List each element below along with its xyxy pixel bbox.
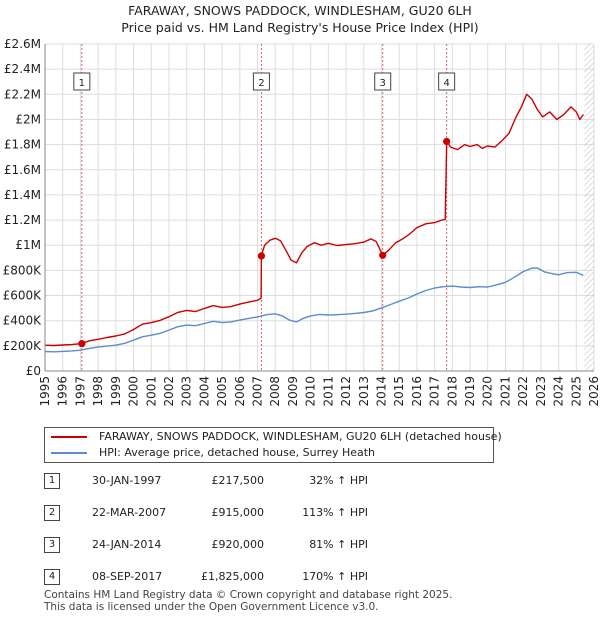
sale-hpi-change: 170% ↑ HPI bbox=[302, 570, 368, 583]
hpi-series-line bbox=[44, 267, 584, 353]
legend-swatch-hpi bbox=[51, 452, 87, 454]
legend-label-hpi: HPI: Average price, detached house, Surr… bbox=[99, 446, 376, 459]
x-tick-label: 2016 bbox=[410, 376, 424, 407]
x-tick-label: 2023 bbox=[534, 376, 548, 407]
sale-marker-label: 2 bbox=[258, 78, 264, 89]
property-series-line bbox=[44, 93, 584, 347]
sale-marker-label: 1 bbox=[79, 78, 85, 89]
x-tick-label: 2010 bbox=[304, 376, 318, 407]
sale-hpi-change: 32% ↑ HPI bbox=[309, 474, 368, 487]
y-tick-label: £600K bbox=[3, 289, 43, 303]
x-tick-label: 2008 bbox=[268, 376, 282, 407]
table-row: 3 24-JAN-2014 £920,000 81% ↑ HPI bbox=[0, 534, 600, 556]
x-tick-label: 2026 bbox=[587, 376, 600, 407]
x-tick-label: 1999 bbox=[109, 376, 123, 407]
table-row: 4 08-SEP-2017 £1,825,000 170% ↑ HPI bbox=[0, 566, 600, 588]
chart-title-line1: FARAWAY, SNOWS PADDOCK, WINDLESHAM, GU20… bbox=[128, 3, 472, 18]
y-tick-label: £0 bbox=[26, 364, 41, 378]
sale-point bbox=[257, 252, 266, 260]
sale-date: 08-SEP-2017 bbox=[92, 570, 163, 583]
sale-price: £217,500 bbox=[211, 474, 265, 487]
x-tick-label: 2001 bbox=[144, 376, 158, 407]
y-tick-label: £400K bbox=[3, 314, 43, 328]
y-tick-label: £2M bbox=[15, 112, 41, 126]
sale-marker-box bbox=[438, 72, 456, 91]
x-tick-label: 2014 bbox=[374, 376, 388, 407]
x-tick-label: 2018 bbox=[445, 376, 459, 407]
sale-date: 22-MAR-2007 bbox=[92, 506, 167, 519]
forecast-hatch bbox=[584, 44, 594, 371]
price-chart: 1 2 3 4 £0 £200K £400K £600K £800K £1M £1.2M £1.4M… bbox=[3, 37, 600, 407]
sale-marker-label: 4 bbox=[443, 78, 449, 89]
x-tick-label: 2017 bbox=[428, 376, 442, 407]
sale-hpi-change: 113% ↑ HPI bbox=[302, 506, 368, 519]
sale-price: £915,000 bbox=[211, 506, 265, 519]
x-tick-label: 2007 bbox=[251, 376, 265, 407]
sale-number-badge: 1 bbox=[44, 473, 60, 489]
sale-number-badge: 3 bbox=[44, 537, 60, 553]
x-tick-label: 2019 bbox=[463, 376, 477, 407]
sale-marker-box bbox=[374, 72, 392, 91]
footer-copyright: Contains HM Land Registry data © Crown c… bbox=[44, 589, 453, 601]
x-tick-label: 1998 bbox=[91, 376, 105, 407]
y-tick-label: £1.6M bbox=[4, 163, 41, 177]
x-tick-label: 2009 bbox=[286, 376, 300, 407]
y-tick-label: £2.2M bbox=[4, 87, 41, 101]
x-tick-label: 2013 bbox=[357, 376, 371, 407]
y-tick-label: £1.4M bbox=[4, 188, 41, 202]
y-tick-label: £2.4M bbox=[4, 62, 41, 76]
sale-number-badge: 2 bbox=[44, 505, 60, 521]
sale-price: £920,000 bbox=[211, 538, 265, 551]
x-tick-label: 2015 bbox=[392, 376, 406, 407]
table-row: 1 30-JAN-1997 £217,500 32% ↑ HPI bbox=[0, 470, 600, 492]
sale-point bbox=[78, 340, 86, 348]
legend: FARAWAY, SNOWS PADDOCK, WINDLESHAM, GU20… bbox=[44, 427, 502, 463]
footer: Contains HM Land Registry data © Crown c… bbox=[44, 589, 452, 613]
table-row: 2 22-MAR-2007 £915,000 113% ↑ HPI bbox=[0, 502, 600, 524]
y-tick-label: £2.6M bbox=[4, 37, 41, 51]
sale-marker-label: 3 bbox=[380, 78, 386, 89]
y-tick-label: £1M bbox=[15, 238, 41, 252]
y-tick-label: £1.2M bbox=[4, 213, 41, 227]
sale-date: 24-JAN-2014 bbox=[92, 538, 162, 551]
x-tick-label: 2011 bbox=[321, 376, 335, 407]
sale-point bbox=[379, 251, 387, 259]
x-tick-label: 1995 bbox=[38, 376, 52, 407]
chart-title: FARAWAY, SNOWS PADDOCK, WINDLESHAM, GU20… bbox=[0, 2, 600, 36]
x-tick-label: 2012 bbox=[339, 376, 353, 407]
chart-title-line2: Price paid vs. HM Land Registry's House … bbox=[121, 20, 479, 35]
sale-date: 30-JAN-1997 bbox=[92, 474, 162, 487]
x-tick-label: 2002 bbox=[162, 376, 176, 407]
x-tick-label: 2004 bbox=[197, 376, 211, 407]
sale-hpi-change: 81% ↑ HPI bbox=[309, 538, 368, 551]
sale-marker-box bbox=[73, 72, 91, 91]
x-tick-label: 2000 bbox=[127, 376, 141, 407]
x-tick-label: 1996 bbox=[56, 376, 70, 407]
x-tick-label: 2021 bbox=[498, 376, 512, 407]
x-tick-label: 2005 bbox=[215, 376, 229, 407]
sale-number-badge: 4 bbox=[44, 569, 60, 585]
x-tick-label: 2003 bbox=[180, 376, 194, 407]
legend-item-hpi: HPI: Average price, detached house, Surr… bbox=[51, 445, 375, 461]
x-tick-label: 2024 bbox=[552, 376, 566, 407]
sale-point bbox=[443, 137, 451, 146]
plot-area bbox=[45, 44, 594, 371]
sale-price: £1,825,000 bbox=[201, 570, 264, 583]
y-tick-label: £800K bbox=[3, 263, 43, 277]
x-tick-label: 2006 bbox=[233, 376, 247, 407]
x-tick-label: 2020 bbox=[481, 376, 495, 407]
x-tick-label: 1997 bbox=[73, 376, 87, 407]
y-tick-label: £1.8M bbox=[4, 138, 41, 152]
sale-marker-box bbox=[252, 72, 270, 91]
footer-licence: This data is licensed under the Open Gov… bbox=[44, 601, 379, 613]
x-tick-label: 2022 bbox=[516, 376, 530, 407]
legend-item-property: FARAWAY, SNOWS PADDOCK, WINDLESHAM, GU20… bbox=[51, 429, 502, 445]
x-tick-label: 2025 bbox=[569, 376, 583, 407]
legend-swatch-property bbox=[51, 436, 87, 438]
legend-label-property: FARAWAY, SNOWS PADDOCK, WINDLESHAM, GU20… bbox=[99, 430, 502, 443]
y-tick-label: £200K bbox=[3, 339, 43, 353]
